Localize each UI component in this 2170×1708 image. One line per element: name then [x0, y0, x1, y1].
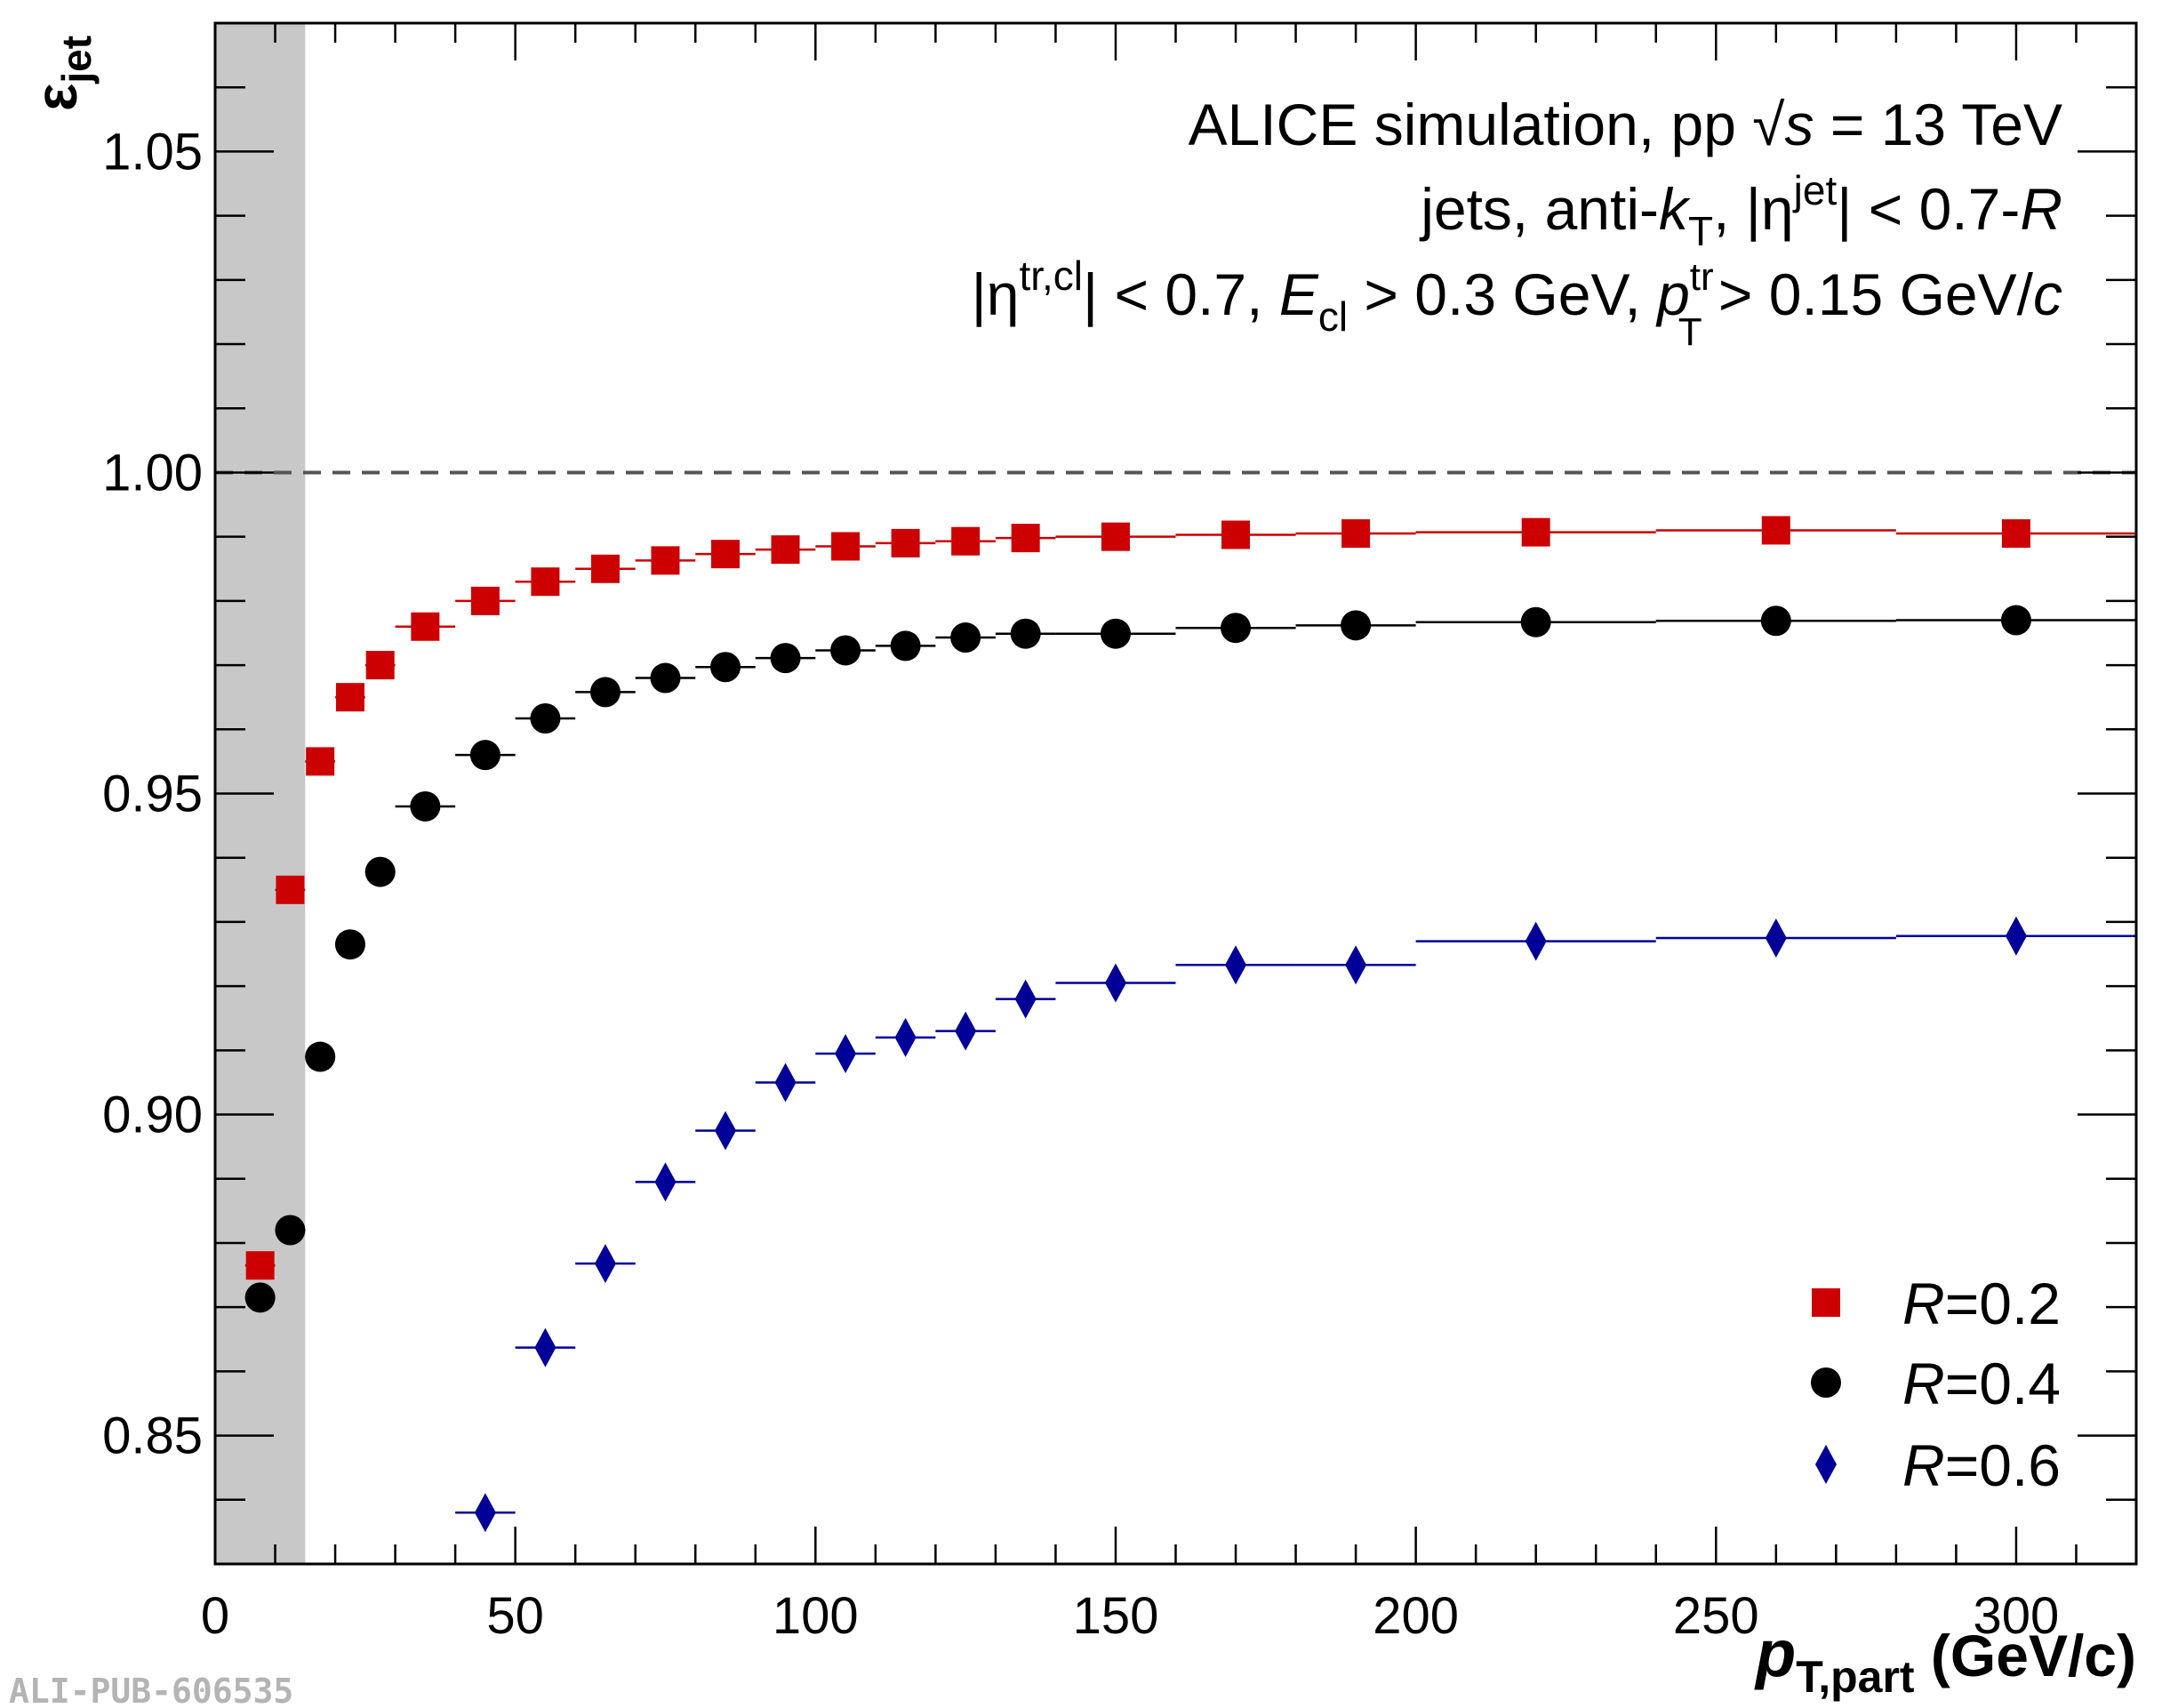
plot-frame	[213, 21, 2138, 1566]
publication-id: ALI-PUB-606535	[9, 1672, 293, 1708]
data-point	[650, 662, 681, 694]
data-point	[710, 652, 741, 683]
data-point	[1341, 610, 1372, 641]
data-point	[1221, 520, 1251, 549]
x-tick-label: 300	[1974, 1587, 2060, 1645]
x-tick-label: 50	[486, 1587, 544, 1645]
data-point	[474, 1493, 496, 1533]
data-point	[651, 546, 680, 575]
data-point	[1341, 519, 1371, 549]
y-axis-title: εjet	[23, 36, 100, 111]
data-point	[531, 567, 560, 597]
header-line: ALICE simulation, pp √s = 13 TeV	[1189, 92, 2062, 157]
data-point	[1011, 524, 1040, 553]
header-line: jets, anti-kT, |ηjet| < 0.7-R	[1419, 167, 2062, 254]
data-point	[590, 554, 620, 583]
data-point	[950, 622, 981, 654]
legend-item: R=0.6	[1815, 1432, 2061, 1498]
legend-label: R=0.2	[1902, 1271, 2061, 1336]
legend-marker	[1812, 1288, 1840, 1317]
legend-label: R=0.4	[1902, 1351, 2061, 1416]
data-point	[1765, 918, 1787, 958]
data-point	[770, 643, 801, 674]
data-point	[1520, 606, 1551, 637]
legend-marker	[1811, 1367, 1841, 1398]
legend-label: R=0.6	[1902, 1432, 2061, 1498]
data-point	[410, 790, 441, 822]
data-point	[1221, 613, 1252, 644]
series-diamond	[455, 916, 2136, 1533]
series-circle	[244, 605, 2136, 1313]
data-point	[1100, 618, 1131, 649]
data-point	[589, 677, 621, 708]
y-tick-label: 1.05	[102, 123, 203, 180]
data-point	[2005, 916, 2027, 956]
data-point	[469, 740, 500, 771]
data-point	[1521, 517, 1550, 547]
data-point	[1760, 605, 1791, 637]
series-square	[244, 516, 2136, 1280]
data-point	[1345, 945, 1367, 985]
data-point	[891, 528, 920, 557]
data-point	[1101, 522, 1130, 551]
data-point	[306, 747, 335, 776]
y-tick-label: 0.85	[102, 1407, 203, 1465]
data-point	[1010, 618, 1041, 649]
data-point	[890, 630, 921, 662]
x-axis-title: pT,part (GeV/c)	[1754, 1616, 2136, 1702]
y-tick-label: 1.00	[102, 444, 203, 501]
y-tick-label: 0.95	[102, 766, 203, 823]
data-point	[244, 1282, 276, 1313]
data-point	[365, 651, 395, 680]
data-point	[830, 635, 861, 666]
data-point	[245, 1251, 275, 1280]
x-tick-label: 150	[1073, 1587, 1159, 1645]
legend-item: R=0.2	[1812, 1271, 2061, 1336]
data-point	[894, 1017, 917, 1057]
data-point	[335, 683, 364, 712]
data-point	[2001, 519, 2030, 549]
data-point	[275, 1215, 306, 1246]
data-point	[334, 929, 365, 960]
y-tick-label: 0.90	[102, 1087, 203, 1144]
x-tick-label: 250	[1673, 1587, 1759, 1645]
data-point	[654, 1162, 677, 1202]
data-point	[1525, 921, 1547, 961]
data-point	[774, 1062, 797, 1103]
legend-item: R=0.4	[1811, 1351, 2061, 1416]
data-point	[305, 1041, 336, 1072]
data-point	[951, 526, 981, 556]
data-point	[470, 586, 500, 615]
data-point	[276, 875, 305, 904]
data-point	[594, 1244, 616, 1284]
data-point	[711, 540, 741, 569]
data-point	[835, 1033, 857, 1073]
data-point	[1225, 945, 1247, 985]
data-point	[2000, 605, 2031, 636]
data-point	[715, 1111, 737, 1151]
data-point	[530, 703, 561, 734]
data-point	[831, 532, 861, 561]
x-tick-label: 200	[1373, 1587, 1459, 1645]
legend-marker	[1815, 1445, 1837, 1484]
data-point	[1014, 979, 1037, 1019]
header-line: |ηtr,cl| < 0.7, Ecl > 0.3 GeV, ptr T > 0.…	[972, 253, 2062, 354]
x-tick-label: 0	[201, 1587, 229, 1645]
data-point	[771, 535, 800, 565]
data-point	[411, 612, 440, 641]
data-point	[1104, 963, 1126, 1003]
data-point	[1761, 516, 1790, 545]
x-tick-label: 100	[773, 1587, 859, 1645]
data-point	[534, 1327, 557, 1367]
data-point	[364, 856, 396, 887]
data-point	[955, 1011, 977, 1051]
